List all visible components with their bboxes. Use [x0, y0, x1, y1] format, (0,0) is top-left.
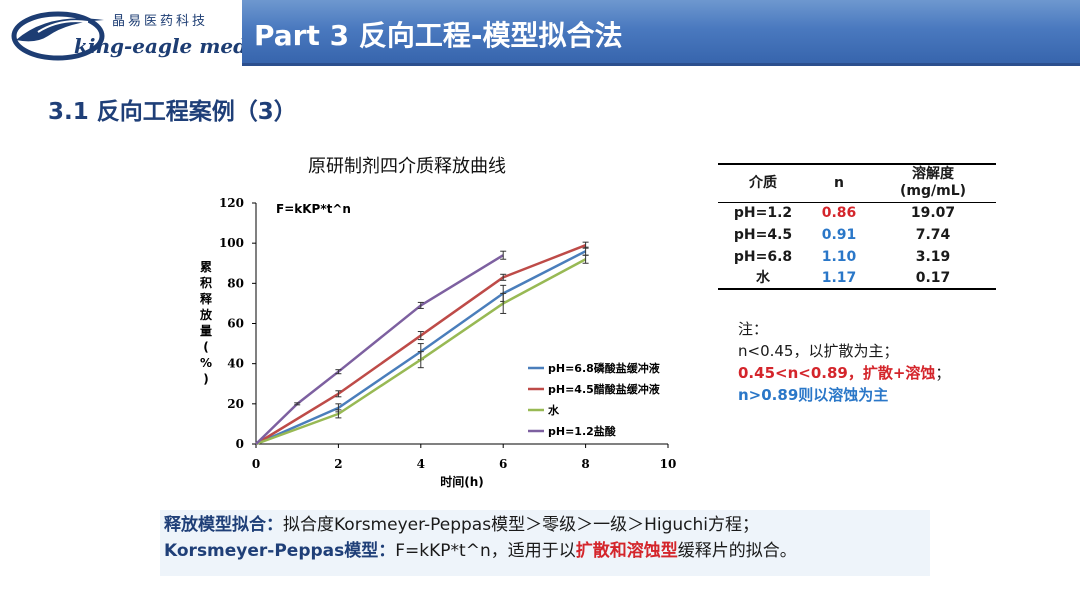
x-tick-label: 4	[417, 457, 425, 471]
table-cell-n: 1.10	[821, 249, 857, 265]
table-header-row: 介质 n 溶解度 (mg/mL)	[718, 164, 996, 202]
summary-text-1: 拟合度Korsmeyer-Peppas模型＞零级＞一级＞Higuchi方程；	[283, 515, 759, 535]
header-medium: 介质	[749, 174, 777, 191]
table-cell-solubility: 0.17	[915, 270, 951, 286]
summary-text-2a: F=kKP*t^n，适用于以	[395, 541, 576, 561]
summary-label-1: 释放模型拟合：	[164, 515, 283, 535]
chart-title: 原研制剂四介质释放曲线	[308, 156, 506, 177]
legend-label: pH=1.2盐酸	[548, 424, 617, 438]
y-axis-label: 累积释放量(%)	[199, 260, 213, 386]
summary-label-2: Korsmeyer-Peppas模型：	[164, 541, 396, 561]
table-cell-medium: pH=4.5	[733, 227, 793, 243]
x-tick-label: 8	[581, 457, 589, 471]
release-curve-chart: 0 20 40 60 80 100 120 0 2 4 6 8 10 时间(h) 累积释放量(%) F=kKP…	[199, 196, 677, 489]
legend-label: pH=6.8磷酸盐缓冲液	[548, 361, 661, 375]
table-cell-solubility: 19.07	[910, 205, 956, 222]
y-tick-label: 40	[227, 357, 244, 371]
table-row: pH=6.8 1.10 3.19	[718, 246, 996, 268]
table-cell-medium: pH=6.8	[733, 249, 793, 265]
section-title: 3.1 反向工程案例（3）	[48, 99, 297, 125]
table-cell-n: 0.86	[821, 205, 857, 222]
y-tick-label: 60	[227, 317, 244, 331]
summary-text-2-highlight: 扩散和溶蚀型	[575, 541, 678, 561]
table-cell-medium: pH=1.2	[733, 205, 793, 222]
summary-box: 释放模型拟合：拟合度Korsmeyer-Peppas模型＞零级＞一级＞Higuc…	[160, 510, 930, 576]
series-line-3	[255, 254, 504, 445]
logo-english-name: king-eagle med	[74, 34, 248, 58]
x-tick-label: 0	[252, 457, 260, 471]
table-cell-n: 1.17	[821, 270, 857, 286]
table-cell-n: 0.91	[821, 227, 857, 243]
summary-text-2b: 缓释片的拟合。	[677, 541, 797, 561]
eagle-logo-icon	[11, 11, 105, 61]
chart-equation-annotation: F=kKP*t^n	[276, 202, 351, 216]
header-solubility-label: 溶解度 (mg/mL)	[899, 166, 967, 200]
x-tick-label: 2	[334, 457, 342, 471]
slide-title: Part 3 反向工程-模型拟合法	[254, 19, 623, 52]
table-cell-medium: 水	[756, 270, 770, 286]
notes-title: 注：	[738, 320, 769, 338]
x-axis-label: 时间(h)	[440, 474, 484, 489]
table-cell-solubility: 7.74	[915, 227, 951, 243]
y-tick-label: 100	[219, 236, 244, 250]
x-tick-label: 6	[499, 457, 507, 471]
legend-label: 水	[548, 403, 560, 417]
y-tick-label: 120	[219, 196, 244, 210]
table-cell-solubility: 3.19	[915, 249, 951, 265]
fit-results-table: 介质 n 溶解度 (mg/mL) pH=1.2 0.86 19.07 pH=4.5 0.9…	[718, 163, 996, 290]
header-n: n	[834, 174, 844, 191]
notes-line-2: 0.45<n<0.89，扩散+溶蚀；	[738, 362, 950, 384]
header-solubility: 溶解度 (mg/mL)	[870, 164, 996, 202]
notes-block: 注： n<0.45，以扩散为主； 0.45<n<0.89，扩散+溶蚀； n>0.…	[738, 318, 950, 406]
legend-label: pH=4.5醋酸盐缓冲液	[548, 382, 661, 396]
y-tick-label: 80	[227, 276, 244, 290]
company-logo: 晶易医药科技 king-eagle med	[0, 0, 247, 66]
summary-line-1: 释放模型拟合：拟合度Korsmeyer-Peppas模型＞零级＞一级＞Higuc…	[164, 512, 926, 538]
x-tick-label: 10	[660, 457, 677, 471]
table-row: pH=4.5 0.91 7.74	[718, 224, 996, 246]
notes-line-1: n<0.45，以扩散为主；	[738, 342, 899, 360]
table-row: pH=1.2 0.86 19.07	[718, 202, 996, 224]
table-row: 水 1.17 0.17	[718, 268, 996, 289]
header-bar: Part 3 反向工程-模型拟合法	[242, 0, 1080, 66]
notes-line-2-tail: ；	[935, 364, 951, 382]
logo-chinese-name: 晶易医药科技	[112, 14, 209, 29]
y-tick-label: 0	[236, 437, 244, 451]
notes-line-2-highlight: 0.45<n<0.89，扩散+溶蚀	[738, 364, 936, 382]
y-tick-label: 20	[227, 397, 244, 411]
notes-line-3: n>0.89则以溶蚀为主	[738, 386, 889, 404]
series-line-1	[255, 244, 587, 446]
summary-line-2: Korsmeyer-Peppas模型：F=kKP*t^n，适用于以扩散和溶蚀型缓…	[164, 538, 926, 564]
